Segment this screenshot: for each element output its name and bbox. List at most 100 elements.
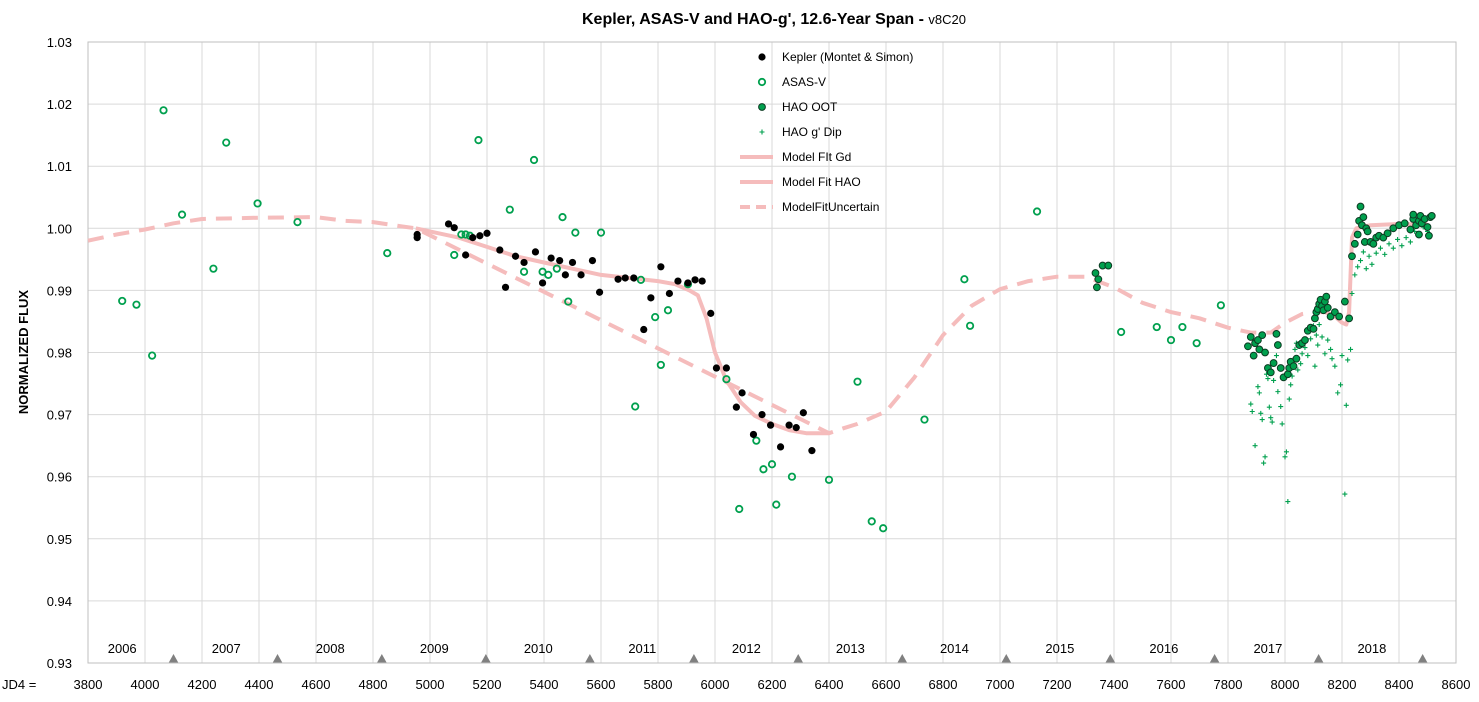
hao-oot-point (1091, 269, 1100, 277)
kepler-point (621, 274, 629, 282)
year-label: 2006 (108, 641, 137, 656)
x-tick-label: 5000 (416, 677, 445, 692)
hao-dip-point (1279, 421, 1285, 427)
kepler-point (496, 246, 504, 254)
hao-dip-point (1295, 367, 1301, 373)
x-tick-label: 5400 (530, 677, 559, 692)
asas-point (1117, 327, 1126, 337)
hao-dip-point (1271, 377, 1277, 383)
legend: Kepler (Montet & Simon) ASAS-V HAO OOT HAO … (740, 50, 913, 214)
year-label: 2016 (1149, 641, 1178, 656)
y-tick-label: 1.01 (47, 159, 72, 174)
kepler-point (640, 325, 648, 334)
hao-dip-point (1358, 258, 1364, 264)
hao-oot-point (1292, 354, 1301, 363)
x-tick-label: 3800 (74, 677, 103, 692)
hao-dip-point (1255, 384, 1261, 390)
x-tick-label: 8000 (1271, 677, 1300, 692)
hao-dip-point (1369, 261, 1375, 267)
hao-oot-point (1425, 231, 1433, 240)
hao-dip-point (1322, 351, 1328, 357)
hao-dip-point (1399, 243, 1405, 249)
hao-dip-point (1386, 241, 1392, 247)
asas-point (519, 267, 529, 276)
kepler-point (698, 277, 706, 285)
x-tick-label: 4400 (245, 677, 274, 692)
hao-oot-point (1383, 229, 1392, 238)
asas-point (867, 517, 876, 526)
hao-dip-point (1283, 449, 1289, 455)
hao-dip-point (1256, 390, 1262, 396)
legend-label: ASAS-V (782, 75, 826, 89)
hao-dip-point (1266, 404, 1272, 410)
asas-point (571, 228, 580, 237)
hao-oot-point (1350, 239, 1359, 248)
hao-dip-point (1302, 345, 1308, 351)
kepler-point (691, 276, 699, 284)
kepler-point (785, 421, 793, 429)
hao-dip-point (1360, 249, 1366, 255)
x-tick-label: 4800 (359, 677, 388, 692)
y-tick-label: 1.00 (47, 221, 72, 236)
kepler-point (738, 389, 746, 397)
kepler-point (722, 364, 731, 372)
kepler-point (547, 254, 555, 262)
hao-oot-point (1244, 342, 1252, 351)
legend-swatch (758, 103, 766, 111)
year-boundary-marker (897, 654, 908, 663)
hao-dip-point (1308, 336, 1314, 342)
kepler-point (561, 271, 569, 279)
year-label: 2007 (212, 641, 241, 656)
hao-dip-point (1288, 382, 1294, 388)
year-boundary-marker (688, 654, 699, 663)
hao-dip-point (1363, 266, 1369, 272)
kepler-point (520, 258, 528, 267)
asas-point (1192, 339, 1201, 348)
x-tick-label: 6800 (929, 677, 958, 692)
hao-oot-point (1246, 333, 1255, 341)
hao-oot-point (1309, 325, 1318, 333)
x-tick-label: 7200 (1043, 677, 1072, 692)
hao-dip-point (1252, 443, 1258, 449)
kepler-point (647, 294, 655, 302)
y-tick-label: 1.02 (47, 97, 72, 112)
x-tick-label: 5800 (644, 677, 673, 692)
asas-point (735, 504, 744, 514)
asas-point (767, 460, 777, 469)
year-boundary-marker (168, 654, 179, 663)
asas-point (177, 210, 187, 219)
hao-dip-point (1269, 419, 1275, 425)
asas-point (474, 136, 483, 145)
year-label: 2014 (940, 641, 969, 656)
asas-point (222, 138, 231, 147)
asas-point (752, 436, 761, 445)
asas-point (450, 250, 459, 260)
kepler-point (707, 309, 715, 317)
hao-dip-point (1298, 361, 1304, 367)
chart-subtitle: v8C20 (928, 12, 966, 27)
hao-dip-point (1305, 353, 1311, 359)
hao-oot-point (1301, 336, 1309, 344)
hao-oot-point (1345, 314, 1354, 323)
kepler-point (684, 279, 692, 287)
hao-dip-point (1332, 363, 1338, 369)
y-tick-label: 0.95 (47, 532, 72, 547)
year-label: 2010 (524, 641, 553, 656)
year-boundary-marker (793, 654, 804, 663)
asas-point (1216, 301, 1225, 310)
hao-dip-point (1319, 334, 1325, 340)
x-tick-label: 6200 (758, 677, 787, 692)
hao-oot-point (1348, 252, 1356, 261)
asas-point (529, 155, 539, 165)
hao-oot-point (1356, 202, 1365, 211)
kepler-point (444, 220, 453, 228)
year-boundary-marker (1001, 654, 1012, 663)
asas-point (663, 306, 673, 315)
hao-oot-point (1258, 331, 1267, 340)
asas-point (132, 300, 141, 309)
legend-label: ModelFitUncertain (782, 200, 879, 214)
hao-dip-point (1313, 332, 1319, 338)
hao-oot-point (1427, 211, 1436, 220)
asas-point (960, 275, 969, 284)
hao-dip-point (1339, 353, 1345, 359)
